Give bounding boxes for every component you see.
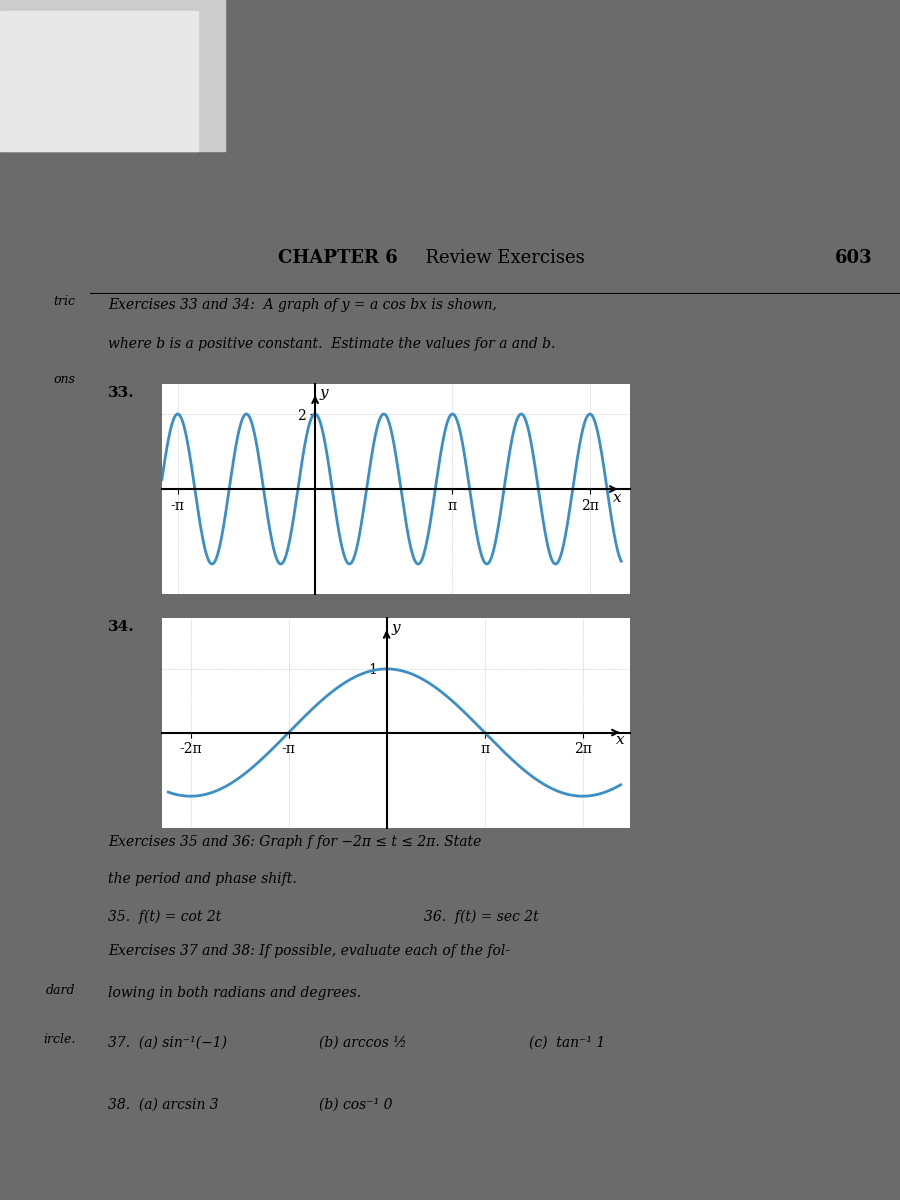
Text: dard: dard	[46, 984, 76, 996]
Bar	[0, 0, 225, 151]
Text: Exercises 33 and 34:  A graph of y = a cos bx is shown,: Exercises 33 and 34: A graph of y = a co…	[108, 298, 497, 312]
Text: (b) cos⁻¹ 0: (b) cos⁻¹ 0	[319, 1097, 392, 1111]
Text: 37.  (a) sin⁻¹(−1): 37. (a) sin⁻¹(−1)	[108, 1036, 227, 1049]
Text: lowing in both radians and degrees.: lowing in both radians and degrees.	[108, 986, 361, 1001]
Text: (c)  tan⁻¹ 1: (c) tan⁻¹ 1	[529, 1036, 606, 1049]
Text: Exercises 35 and 36: Graph f for −2π ≤ t ≤ 2π. State: Exercises 35 and 36: Graph f for −2π ≤ t…	[108, 835, 482, 850]
Text: 35.  f(t) = cot 2t: 35. f(t) = cot 2t	[108, 910, 221, 924]
Text: y: y	[392, 620, 400, 635]
Text: where b is a positive constant.  Estimate the values for a and b.: where b is a positive constant. Estimate…	[108, 337, 555, 350]
Text: 34.: 34.	[108, 620, 135, 634]
Text: (b) arccos ½: (b) arccos ½	[319, 1036, 407, 1049]
Text: Exercises 37 and 38: If possible, evaluate each of the fol-: Exercises 37 and 38: If possible, evalua…	[108, 944, 510, 959]
Text: 36.  f(t) = sec 2t: 36. f(t) = sec 2t	[424, 910, 539, 924]
Text: x: x	[616, 733, 625, 746]
Text: tric: tric	[54, 295, 76, 307]
Text: x: x	[613, 491, 622, 505]
Bar	[0, 11, 198, 151]
Text: 603: 603	[835, 248, 873, 266]
Text: Review Exercises: Review Exercises	[414, 248, 585, 266]
Text: 33.: 33.	[108, 386, 135, 400]
Text: 38.  (a) arcsin 3: 38. (a) arcsin 3	[108, 1097, 219, 1111]
Text: ons: ons	[54, 373, 76, 386]
Text: the period and phase shift.: the period and phase shift.	[108, 871, 297, 886]
Text: y: y	[320, 385, 328, 400]
Text: CHAPTER 6: CHAPTER 6	[278, 248, 398, 266]
Text: ircle.: ircle.	[43, 1033, 76, 1045]
